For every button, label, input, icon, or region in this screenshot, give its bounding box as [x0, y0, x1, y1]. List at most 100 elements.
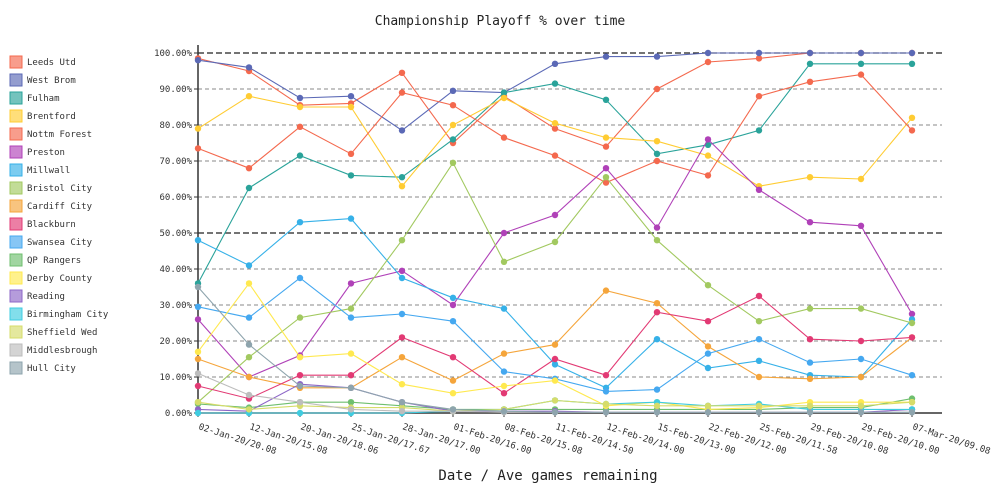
- data-point: [908, 334, 916, 341]
- data-point: [857, 305, 865, 312]
- data-point: [908, 60, 916, 67]
- y-tick-label: 0.00%: [165, 409, 193, 419]
- data-point: [194, 303, 202, 310]
- data-point: [194, 409, 202, 417]
- data-point: [398, 381, 406, 388]
- data-point: [194, 316, 202, 323]
- data-point: [194, 370, 202, 377]
- data-point: [653, 150, 661, 157]
- data-point: [245, 314, 253, 321]
- data-point: [704, 136, 712, 143]
- legend-swatch: [9, 73, 23, 87]
- data-point: [755, 93, 763, 100]
- data-point: [653, 300, 661, 307]
- series-line: [197, 286, 912, 413]
- data-point: [194, 57, 202, 64]
- data-point: [602, 409, 610, 416]
- data-point: [347, 103, 355, 111]
- data-point: [194, 355, 202, 363]
- data-point: [551, 361, 559, 368]
- legend-swatch: [9, 145, 23, 159]
- legend-swatch: [9, 181, 23, 195]
- series-line: [197, 95, 913, 188]
- data-point: [500, 258, 508, 265]
- legend-label: Cardiff City: [27, 202, 93, 212]
- data-point: [398, 127, 406, 134]
- data-point: [296, 354, 304, 361]
- data-point: [602, 287, 610, 294]
- data-point: [347, 406, 355, 413]
- data-point: [755, 402, 763, 409]
- data-point: [755, 127, 763, 134]
- data-point: [551, 125, 559, 132]
- data-point: [806, 219, 814, 226]
- data-point: [653, 138, 661, 145]
- data-point: [806, 336, 814, 343]
- data-point: [755, 186, 763, 193]
- data-point: [449, 121, 457, 129]
- y-tick-label: 80.00%: [159, 121, 192, 131]
- legend-swatch: [9, 235, 23, 249]
- legend-label: Birmingham City: [27, 310, 109, 320]
- x-axis-label: Date / Ave games remaining: [438, 468, 657, 484]
- legend-swatch: [9, 109, 23, 123]
- data-point: [194, 237, 202, 244]
- data-point: [857, 337, 865, 345]
- legend-swatch: [9, 199, 23, 213]
- data-point: [755, 409, 763, 416]
- legend-swatch: [9, 307, 23, 321]
- data-point: [398, 334, 406, 341]
- data-point: [296, 103, 304, 111]
- data-point: [347, 372, 355, 379]
- data-point: [704, 49, 712, 57]
- data-point: [653, 237, 661, 244]
- series-cardiff-city: [194, 287, 916, 391]
- data-point: [500, 390, 508, 397]
- series-blackburn: [194, 292, 916, 402]
- legend-swatch: [9, 271, 23, 285]
- series-fulham: [194, 60, 916, 287]
- data-point: [347, 215, 355, 222]
- data-point: [602, 174, 610, 181]
- data-point: [398, 399, 406, 406]
- data-point: [500, 305, 508, 312]
- data-point: [653, 157, 661, 165]
- data-point: [500, 350, 508, 357]
- legend-label: Middlesbrough: [27, 346, 97, 356]
- data-point: [857, 409, 865, 416]
- data-point: [755, 292, 763, 300]
- data-point: [398, 69, 406, 77]
- legend-swatch: [9, 289, 23, 303]
- data-point: [857, 402, 865, 409]
- legend-swatch: [9, 127, 23, 141]
- data-point: [500, 229, 508, 237]
- data-point: [194, 283, 202, 291]
- legend-swatch: [9, 343, 23, 357]
- data-point: [398, 310, 406, 318]
- legend-swatch: [9, 325, 23, 339]
- data-point: [347, 314, 355, 321]
- data-point: [908, 114, 916, 122]
- legend-label: Brentford: [27, 112, 76, 122]
- series-line: [197, 63, 912, 284]
- data-point: [602, 96, 610, 104]
- data-point: [704, 152, 712, 159]
- data-point: [500, 94, 508, 102]
- data-point: [449, 354, 457, 361]
- legend-swatch: [9, 55, 23, 69]
- legend-label: Bristol City: [27, 184, 93, 194]
- data-point: [602, 400, 610, 408]
- data-point: [704, 350, 712, 357]
- data-point: [296, 94, 304, 102]
- y-tick-label: 50.00%: [159, 229, 192, 239]
- data-point: [245, 354, 253, 361]
- data-point: [347, 93, 355, 100]
- data-point: [245, 93, 253, 100]
- data-point: [806, 174, 814, 181]
- data-point: [806, 402, 814, 409]
- data-point: [704, 318, 712, 325]
- legend-swatch: [9, 91, 23, 105]
- data-point: [500, 382, 508, 390]
- data-point: [245, 391, 253, 399]
